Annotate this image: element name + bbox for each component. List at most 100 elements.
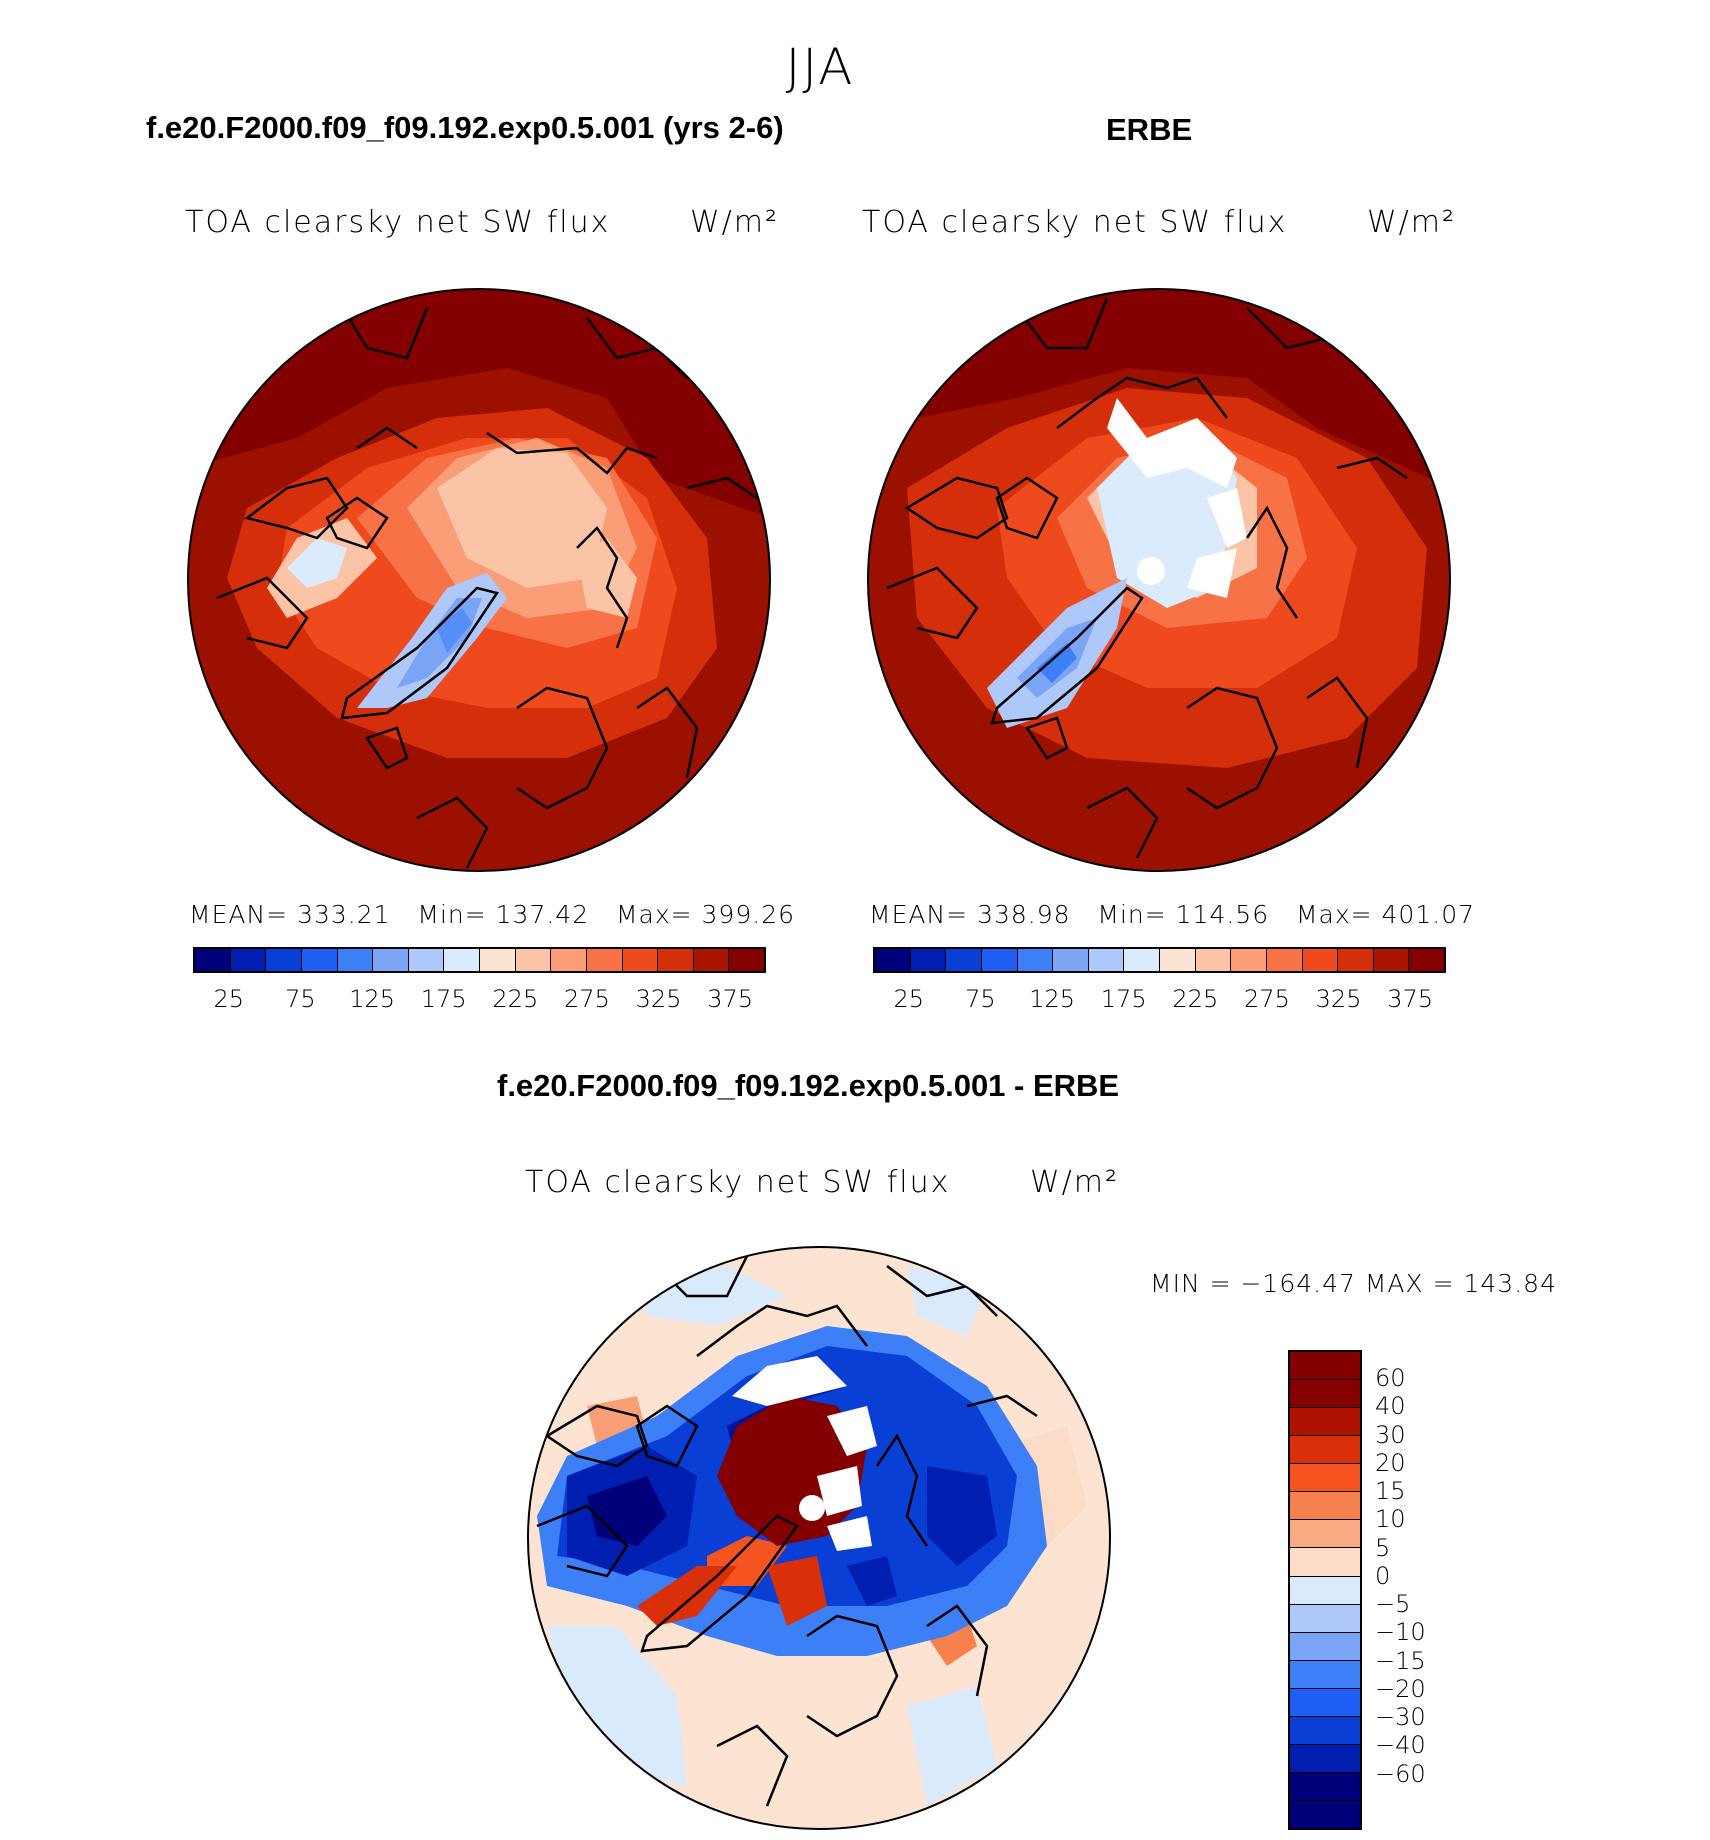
colorbar-swatch: [266, 949, 302, 971]
colorbar-tick-label: 375: [1387, 985, 1434, 1013]
colorbar-tick-label: 325: [1315, 985, 1362, 1013]
colorbar-tick-label: 125: [349, 985, 395, 1013]
panel2-variable-title: TOA clearsky net SW flux: [862, 205, 1288, 240]
colorbar-swatch: [1290, 1744, 1360, 1773]
colorbar-swatch: [910, 949, 947, 971]
colorbar-tick-label: 60: [1375, 1364, 1406, 1393]
colorbar-swatch: [1290, 1464, 1360, 1493]
colorbar-swatch: [1290, 1548, 1360, 1577]
diff-variable-title: TOA clearsky net SW flux: [525, 1165, 951, 1200]
colorbar-swatch: [1290, 1660, 1360, 1689]
colorbar-tick-label: −15: [1375, 1646, 1426, 1675]
colorbar-swatch: [195, 949, 231, 971]
colorbar-swatch: [1290, 1520, 1360, 1549]
colorbar-tick-label: 30: [1375, 1420, 1406, 1449]
colorbar-swatch: [981, 949, 1018, 971]
colorbar-swatch: [1290, 1352, 1360, 1381]
panel1-units: W/m²: [690, 205, 780, 240]
colorbar-swatch: [408, 949, 445, 971]
season-title: JJA: [785, 38, 855, 96]
colorbar-swatch: [1290, 1632, 1360, 1661]
colorbar-swatch: [1290, 1801, 1360, 1829]
colorbar-swatch: [1409, 949, 1444, 971]
colorbar-swatch: [373, 949, 409, 971]
colorbar-swatch: [230, 949, 267, 971]
panel1-polar-map: [187, 288, 771, 872]
colorbar-swatch: [1302, 949, 1339, 971]
colorbar-tick-label: 325: [635, 985, 682, 1013]
colorbar-swatch: [1290, 1408, 1360, 1437]
colorbar-tick-label: 0: [1375, 1561, 1391, 1590]
colorbar-swatch: [444, 949, 480, 971]
colorbar-swatch: [1053, 949, 1089, 971]
colorbar-swatch: [1290, 1576, 1360, 1605]
panel2-case-title: ERBE: [1106, 112, 1193, 147]
colorbar-tick-label: −30: [1375, 1703, 1426, 1732]
panel2-colorbar-ticks: 25 75 125 175 225 275 325 375: [873, 985, 1446, 1015]
colorbar-swatch: [337, 949, 374, 971]
colorbar-swatch: [1017, 949, 1054, 971]
colorbar-swatch: [1290, 1492, 1360, 1521]
colorbar-tick-label: 15: [1375, 1477, 1406, 1506]
colorbar-swatch: [1124, 949, 1160, 971]
colorbar-tick-label: 75: [285, 985, 316, 1013]
colorbar-swatch: [1290, 1716, 1360, 1745]
panel1-case-title: f.e20.F2000.f09_f09.192.exp0.5.001 (yrs …: [146, 110, 784, 145]
colorbar-tick-label: −20: [1375, 1674, 1426, 1703]
colorbar-swatch: [480, 949, 516, 971]
colorbar-swatch: [1290, 1688, 1360, 1717]
diff-units: W/m²: [1030, 1165, 1120, 1200]
colorbar-tick-label: 275: [564, 985, 610, 1013]
colorbar-swatch: [586, 949, 623, 971]
panel1-colorbar: [193, 947, 766, 973]
panel2-polar-map: [867, 288, 1451, 872]
colorbar-swatch: [1290, 1604, 1360, 1633]
colorbar-swatch: [1290, 1380, 1360, 1409]
colorbar-swatch: [1338, 949, 1374, 971]
colorbar-tick-label: 75: [965, 985, 996, 1013]
panel1-stats: MEAN= 333.21 Min= 137.42 Max= 399.26: [189, 900, 796, 929]
colorbar-tick-label: 40: [1375, 1392, 1406, 1421]
colorbar-swatch: [301, 949, 338, 971]
panel2-stats: MEAN= 338.98 Min= 114.56 Max= 401.07: [869, 900, 1476, 929]
colorbar-swatch: [622, 949, 659, 971]
diff-polar-map: [527, 1246, 1111, 1830]
colorbar-tick-label: 25: [893, 985, 925, 1013]
colorbar-tick-label: −5: [1375, 1590, 1411, 1619]
colorbar-swatch: [1290, 1772, 1360, 1801]
colorbar-tick-label: 20: [1375, 1448, 1406, 1477]
colorbar-tick-label: −60: [1375, 1759, 1426, 1788]
colorbar-swatch: [729, 949, 764, 971]
colorbar-tick-label: 10: [1375, 1505, 1406, 1534]
colorbar-swatch: [1160, 949, 1196, 971]
panel2-units: W/m²: [1367, 205, 1457, 240]
colorbar-tick-label: 175: [1100, 985, 1147, 1013]
panel2-colorbar: [873, 947, 1446, 973]
colorbar-swatch: [693, 949, 730, 971]
diff-title: f.e20.F2000.f09_f09.192.exp0.5.001 - ERB…: [497, 1068, 1120, 1103]
colorbar-swatch: [1088, 949, 1125, 971]
colorbar-swatch: [1195, 949, 1232, 971]
colorbar-tick-label: 25: [213, 985, 245, 1013]
colorbar-tick-label: −40: [1375, 1731, 1426, 1760]
colorbar-tick-label: 375: [707, 985, 754, 1013]
diff-colorbar: [1288, 1350, 1362, 1830]
panel1-colorbar-ticks: 25 75 125 175 225 275 325 375: [193, 985, 766, 1015]
colorbar-tick-label: 225: [492, 985, 539, 1013]
panel1-variable-title: TOA clearsky net SW flux: [185, 205, 611, 240]
colorbar-tick-label: 275: [1244, 985, 1290, 1013]
colorbar-tick-label: 175: [420, 985, 467, 1013]
colorbar-swatch: [875, 949, 911, 971]
colorbar-swatch: [946, 949, 982, 971]
colorbar-tick-label: 125: [1029, 985, 1075, 1013]
colorbar-tick-label: −10: [1375, 1618, 1426, 1647]
colorbar-swatch: [1373, 949, 1410, 971]
colorbar-swatch: [551, 949, 587, 971]
colorbar-swatch: [658, 949, 694, 971]
colorbar-swatch: [1266, 949, 1303, 971]
diff-stats: MIN = −164.47 MAX = 143.84: [1150, 1269, 1557, 1298]
diff-colorbar-ticks: 60 40 30 20 15 10 5 0 −5 −10 −15 −20 −30 −40 −60: [1375, 1350, 1455, 1830]
colorbar-tick-label: 225: [1172, 985, 1219, 1013]
colorbar-tick-label: 5: [1375, 1533, 1391, 1562]
colorbar-swatch: [515, 949, 552, 971]
